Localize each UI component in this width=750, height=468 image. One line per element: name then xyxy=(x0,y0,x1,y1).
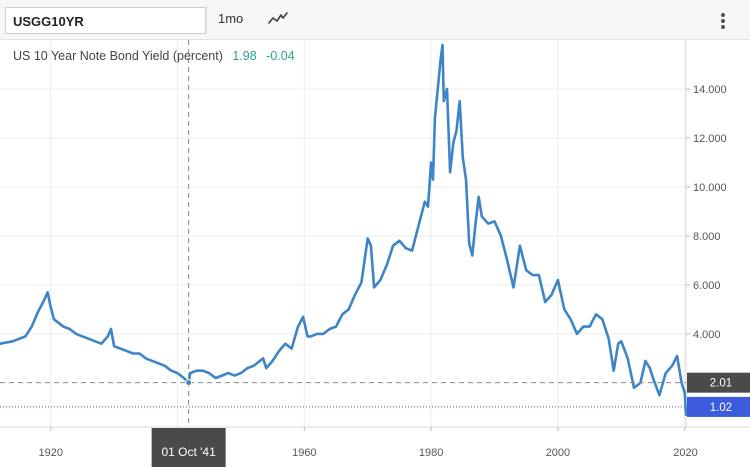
x-tick-label: 1980 xyxy=(419,447,443,459)
series-line-0 xyxy=(0,43,688,417)
chart-area[interactable]: 4.000 6.000 8.000 10.000 12.000 14.000 1920 19… xyxy=(0,40,750,468)
legend-change-value: -0.04 xyxy=(266,49,295,63)
price-axis: 4.000 6.000 8.000 10.000 12.000 14.000 xyxy=(686,84,727,341)
y-tick-label: 8.000 xyxy=(693,231,721,243)
y-tick-label: 10.000 xyxy=(693,182,727,194)
symbol-input[interactable] xyxy=(13,12,198,30)
symbol-search-box[interactable] xyxy=(5,7,206,34)
legend-last-value: 1.98 xyxy=(232,49,257,63)
menu-dot xyxy=(721,13,725,17)
menu-dot xyxy=(721,19,725,23)
series-layer xyxy=(0,43,688,417)
menu-dot xyxy=(721,25,725,29)
y-tick-label: 12.000 xyxy=(693,133,727,145)
x-tick-label: 1960 xyxy=(292,447,316,459)
line-chart-icon[interactable] xyxy=(268,10,288,28)
crosshair-layer: 2.01 1.02 01 Oct '41 xyxy=(0,40,750,467)
crosshair-price-tag xyxy=(687,372,750,393)
legend-title: US 10 Year Note Bond Yield (percent) xyxy=(13,49,223,63)
interval-button[interactable]: 1mo xyxy=(218,11,244,26)
crosshair-time-tag xyxy=(151,428,226,467)
time-axis: 192019401960198020002020 xyxy=(38,427,698,459)
current-price-label: 1.02 xyxy=(710,402,732,414)
x-tick-label: 2000 xyxy=(546,447,570,459)
y-tick-label: 14.000 xyxy=(693,84,727,96)
x-tick-label: 1920 xyxy=(38,447,62,459)
current-price-tag xyxy=(687,396,750,417)
grid-lines xyxy=(0,40,686,427)
chart-toolbar: 1mo xyxy=(0,0,750,40)
y-tick-label: 6.000 xyxy=(693,280,721,292)
vertical-dots-icon[interactable] xyxy=(715,10,731,32)
y-tick-label: 4.000 xyxy=(693,329,721,341)
x-tick-label: 2020 xyxy=(673,447,697,459)
line-chart-icon-glyph xyxy=(268,12,288,24)
crosshair-time-label: 01 Oct '41 xyxy=(161,445,216,459)
crosshair-price-label: 2.01 xyxy=(710,378,732,390)
crosshair-point xyxy=(185,379,193,387)
chart-legend: US 10 Year Note Bond Yield (percent) 1.9… xyxy=(13,49,295,63)
toolbar-divider xyxy=(206,6,207,34)
